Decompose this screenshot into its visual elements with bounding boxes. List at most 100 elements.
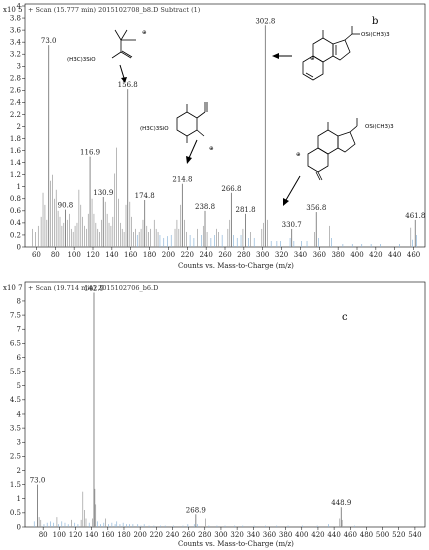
panel-b-y-exponent: x10 5 (3, 6, 23, 14)
x-tick-label: 120 (86, 251, 99, 259)
x-tick-label: 520 (392, 531, 405, 539)
panel-c-y-exponent: x10 7 (3, 284, 23, 292)
panel-b-x-ticks: 60 80 100 120 140 160 180 200 220 240 260 280 300 320… (32, 247, 420, 259)
panel-b-labeled-peaks: 73.0 90.8 116.9 130.9 156.8 174.8 214.8 238.8 26… (41, 17, 425, 247)
x-tick-label: 180 (143, 251, 156, 259)
x-tick-label: 240 (199, 251, 212, 259)
charge-symbol: ⊕ (142, 30, 147, 36)
y-tick-label: 5 (17, 382, 21, 390)
y-tick-label: 3.4 (10, 38, 22, 46)
peak-label: 461.8 (405, 212, 425, 220)
panel-b: + Scan (15.777 min) 2015102708_b8.D Subt… (3, 2, 426, 270)
panel-c-frame (24, 281, 426, 528)
y-tick-label: 2 (17, 123, 21, 131)
y-tick-label: 2.2 (10, 111, 21, 119)
x-tick-label: 300 (214, 531, 227, 539)
y-tick-label: 7 (17, 326, 21, 334)
y-tick-label: 1 (17, 495, 21, 503)
peak-label: 302.8 (255, 17, 275, 25)
x-tick-label: 160 (101, 531, 114, 539)
structure-formula: OSi(CH3)3 (361, 32, 390, 38)
y-tick-label: 1.6 (10, 147, 22, 155)
y-tick-label: 2.8 (10, 75, 21, 83)
panel-c-x-axis-label: Counts vs. Mass-to-Charge (m/z) (178, 540, 294, 548)
y-tick-label: 0 (17, 243, 21, 251)
x-tick-label: 420 (369, 251, 382, 259)
x-tick-label: 380 (279, 531, 292, 539)
charge-symbol: ⊕ (296, 152, 301, 158)
peak-label: 266.8 (221, 185, 241, 193)
y-tick-label: 0 (17, 523, 21, 531)
peak-label: 268.9 (186, 506, 206, 514)
y-tick-label: 2.6 (10, 87, 22, 95)
structure-ion-302: OSi(CH3)3 ⊕ (272, 26, 390, 81)
x-tick-label: 160 (124, 251, 137, 259)
x-tick-label: 440 (327, 531, 340, 539)
structure-formula: (H3C)3SiO (67, 57, 96, 63)
x-tick-label: 400 (350, 251, 363, 259)
y-tick-label: 4 (17, 410, 22, 418)
y-tick-label: 7.5 (10, 311, 21, 319)
panel-b-minor-peaks (32, 147, 417, 247)
y-tick-label: 4.5 (10, 396, 21, 404)
y-tick-label: 0.5 (10, 509, 21, 517)
peak-label: 330.7 (282, 221, 302, 229)
x-tick-label: 100 (67, 251, 80, 259)
panel-c-header: + Scan (19.714 min) 2015102706_b6.D (28, 284, 158, 292)
panel-b-x-axis-label: Counts vs. Mass-to-Charge (m/z) (178, 262, 294, 270)
x-tick-label: 100 (53, 531, 66, 539)
y-tick-label: 6.5 (10, 340, 21, 348)
charge-symbol: ⊕ (310, 56, 315, 62)
x-tick-label: 260 (182, 531, 195, 539)
x-tick-label: 200 (162, 251, 175, 259)
x-tick-label: 320 (230, 531, 243, 539)
peak-label: 174.8 (135, 192, 155, 200)
structure-formula: (H3C)3SiO (140, 126, 169, 132)
x-tick-label: 180 (117, 531, 130, 539)
x-tick-label: 360 (313, 251, 326, 259)
y-tick-label: 3.5 (10, 424, 21, 432)
y-tick-label: 3.6 (10, 26, 22, 34)
y-tick-label: 3.8 (10, 14, 21, 22)
x-tick-label: 280 (198, 531, 211, 539)
peak-label: 356.8 (306, 204, 326, 212)
y-tick-label: 1 (17, 183, 21, 191)
panel-c-labeled-peaks: 73.0 142.9 268.9 448.9 (30, 284, 351, 527)
x-tick-label: 340 (294, 251, 307, 259)
x-tick-label: 340 (247, 531, 260, 539)
x-tick-label: 140 (105, 251, 118, 259)
x-tick-label: 400 (295, 531, 308, 539)
y-tick-label: 0.6 (10, 207, 22, 215)
x-tick-label: 320 (275, 251, 288, 259)
y-tick-label: 2 (17, 467, 21, 475)
x-tick-label: 60 (32, 251, 41, 259)
x-tick-label: 480 (360, 531, 373, 539)
x-tick-label: 260 (218, 251, 231, 259)
x-tick-label: 120 (69, 531, 82, 539)
y-tick-label: 3 (17, 439, 21, 447)
panel-c: + Scan (19.714 min) 2015102706_b6.D x10 … (3, 281, 426, 548)
structure-ion-330: OSi(CH3)3 ⊕ (283, 118, 394, 206)
y-tick-label: 6 (17, 354, 22, 362)
x-tick-label: 300 (256, 251, 269, 259)
peak-label: 238.8 (195, 203, 215, 211)
structure-formula: OSi(CH3)3 (365, 124, 394, 130)
x-tick-label: 220 (150, 531, 163, 539)
panel-b-header: + Scan (15.777 min) 2015102708_b8.D Subt… (28, 6, 201, 14)
peak-label: 73.0 (41, 37, 57, 45)
peak-label: 142.9 (84, 284, 104, 292)
y-tick-label: 3 (17, 63, 21, 71)
panel-b-y-ticks: 0 0.2 0.4 0.6 0.8 1 1.2 1.4 1.6 1.8 2 2.2 2.4 2.6 2.8 3… (10, 2, 25, 251)
y-tick-label: 1.4 (10, 159, 22, 167)
y-tick-label: 1.5 (10, 481, 21, 489)
y-tick-label: 3.2 (10, 51, 21, 59)
x-tick-label: 220 (181, 251, 194, 259)
x-tick-label: 540 (408, 531, 421, 539)
x-tick-label: 280 (237, 251, 250, 259)
peak-label: 214.8 (172, 176, 192, 184)
peak-label: 90.8 (58, 202, 74, 210)
y-tick-label: 8 (17, 297, 21, 305)
panel-c-x-ticks: 80 100 120 140 160 180 200 220 240 260 280 300 320 34… (39, 527, 422, 539)
y-tick-label: 0.8 (10, 195, 21, 203)
